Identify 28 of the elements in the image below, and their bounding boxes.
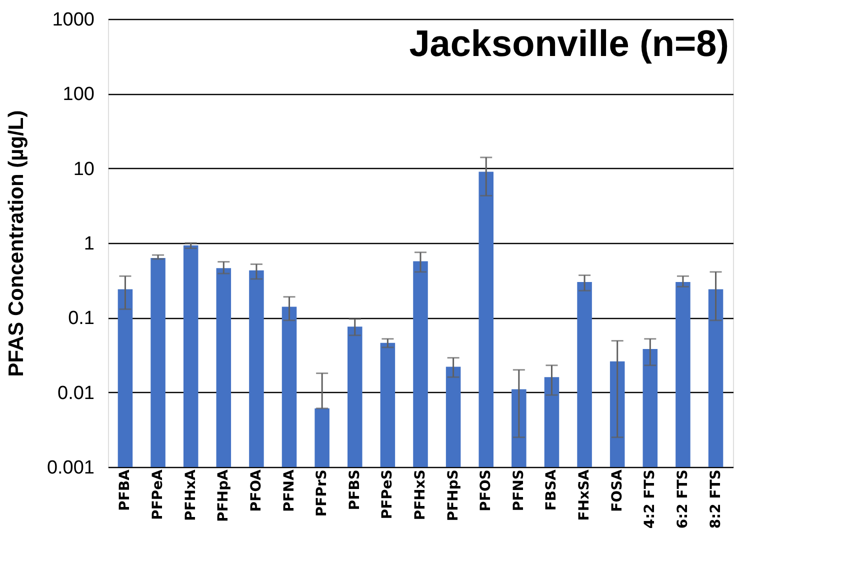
x-tick-label: FBSA bbox=[544, 469, 560, 511]
x-tick-label: PFOS bbox=[478, 470, 494, 512]
x-tick-label: 8:2 FTS bbox=[708, 470, 724, 529]
x-tick-label: PFPeA bbox=[150, 469, 166, 520]
y-tick-label: 100 bbox=[62, 84, 94, 106]
y-tick-label: 10 bbox=[73, 158, 94, 180]
x-tick-label: PFPrS bbox=[314, 470, 330, 517]
x-tick-label: PFPeS bbox=[380, 470, 396, 520]
x-tick-label: PFNA bbox=[281, 469, 298, 512]
x-tick-label: PFHxS bbox=[412, 470, 428, 520]
y-tick-label: 1000 bbox=[52, 10, 94, 30]
chart-title: Jacksonville (n=8) bbox=[409, 23, 729, 64]
y-axis-title: PFAS Concentration (µg/L) bbox=[4, 110, 28, 377]
x-tick-label: 4:2 FTS bbox=[642, 470, 658, 529]
y-tick-label: 0.01 bbox=[58, 382, 94, 404]
x-tick-label: FHxSA bbox=[576, 469, 593, 521]
x-tick-label: 6:2 FTS bbox=[674, 470, 691, 529]
x-tick-label: PFBA bbox=[117, 469, 134, 511]
y-tick-label: 0.1 bbox=[68, 308, 94, 330]
x-tick-label: PFNS bbox=[510, 470, 527, 512]
x-tick-label: PFBS bbox=[346, 470, 363, 510]
x-tick-label: FOSA bbox=[609, 469, 626, 512]
x-tick-label: PFHpA bbox=[216, 469, 232, 522]
y-tick-label: 1 bbox=[84, 234, 94, 254]
x-tick-label: PFHxA bbox=[182, 469, 199, 521]
x-tick-label: PFHpS bbox=[445, 470, 462, 522]
x-tick-label: PFOA bbox=[248, 469, 264, 512]
y-tick-label: 0.001 bbox=[46, 458, 94, 478]
